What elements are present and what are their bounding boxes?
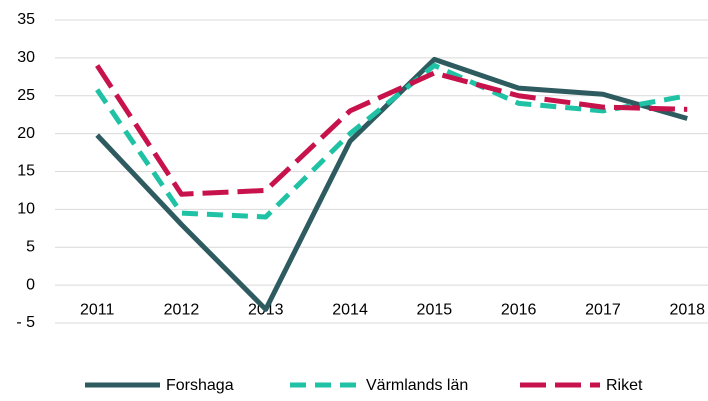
series-line bbox=[95, 62, 688, 220]
legend-label: Forshaga bbox=[166, 377, 234, 394]
y-tick-label: 20 bbox=[17, 125, 35, 142]
y-tick-label: 35 bbox=[17, 11, 35, 28]
x-tick-label: 2012 bbox=[164, 301, 200, 318]
x-tick-label: 2014 bbox=[332, 301, 368, 318]
x-tick-label: 2017 bbox=[585, 301, 621, 318]
series-line bbox=[95, 64, 688, 197]
y-tick-label: 5 bbox=[26, 238, 35, 255]
y-tick-label: 10 bbox=[17, 201, 35, 218]
legend-label: Värmlands län bbox=[366, 377, 468, 394]
y-tick-label: 0 bbox=[26, 276, 35, 293]
x-tick-label: 2011 bbox=[80, 301, 115, 318]
y-tick-label: 25 bbox=[17, 87, 35, 104]
x-tick-label: 2016 bbox=[501, 301, 537, 318]
y-tick-label: 15 bbox=[17, 163, 35, 180]
legend-label: Riket bbox=[606, 377, 643, 394]
y-tick-label: 30 bbox=[17, 49, 35, 66]
x-tick-label: 2018 bbox=[669, 301, 705, 318]
y-tick-label: - 5 bbox=[16, 314, 35, 331]
x-tick-label: 2015 bbox=[417, 301, 453, 318]
